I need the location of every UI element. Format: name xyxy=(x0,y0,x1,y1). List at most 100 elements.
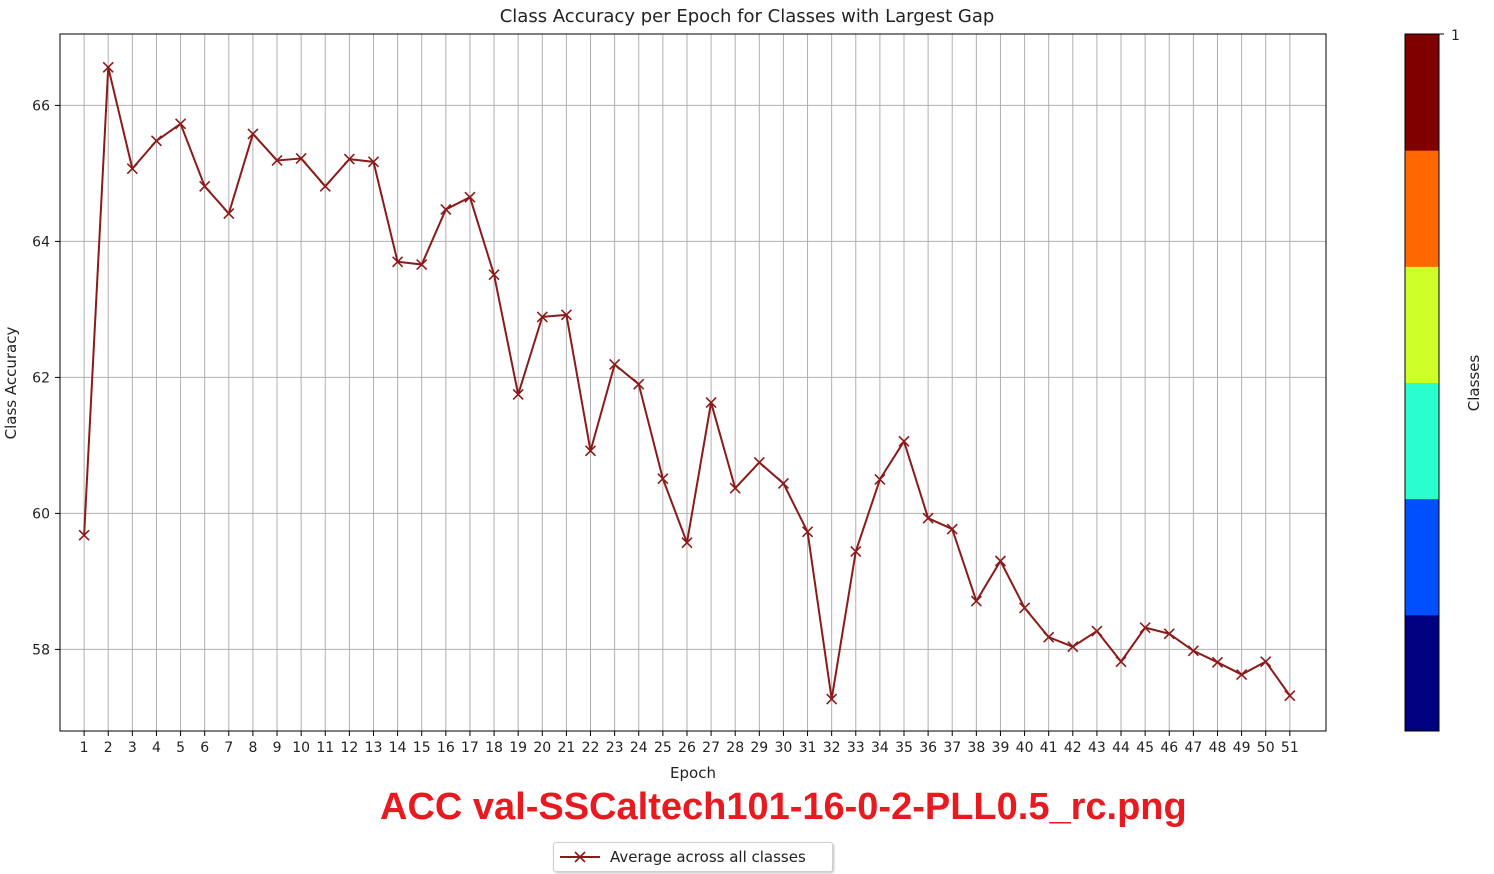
data-point xyxy=(488,269,500,281)
data-point xyxy=(343,153,355,165)
x-tick-label: 19 xyxy=(509,740,527,756)
data-point xyxy=(922,512,934,524)
data-point xyxy=(609,358,621,371)
x-tick-label: 45 xyxy=(1136,740,1154,756)
x-tick-label: 30 xyxy=(775,740,793,756)
colorbar-segment xyxy=(1405,266,1439,383)
data-point xyxy=(1260,656,1272,668)
data-point xyxy=(464,191,476,203)
x-tick-label: 29 xyxy=(750,740,768,756)
data-point xyxy=(1284,690,1296,702)
x-tick-label: 17 xyxy=(461,740,479,756)
x-tick-label: 11 xyxy=(316,740,334,756)
x-tick-label: 8 xyxy=(248,740,257,756)
data-point xyxy=(440,203,452,216)
x-tick-label: 5 xyxy=(176,740,185,756)
y-tick-label: 60 xyxy=(32,506,50,522)
x-tick-label: 44 xyxy=(1112,740,1130,756)
legend-label: Average across all classes xyxy=(610,848,806,866)
x-tick-label: 35 xyxy=(895,740,913,756)
colorbar-segment xyxy=(1405,498,1439,616)
y-tick-label: 64 xyxy=(32,234,50,250)
x-tick-label: 23 xyxy=(606,740,624,756)
x-axis-ticks: 1 2 3 4 5 6 7 8 9 10 11 12 13 14 15 16 17 18 19 20 21 22 23 24 2… xyxy=(80,731,1299,756)
plot-area-frame xyxy=(59,33,1327,732)
x-tick-label: 33 xyxy=(847,740,865,756)
grid xyxy=(60,34,1326,731)
x-tick-label: 31 xyxy=(799,740,817,756)
x-tick-label: 6 xyxy=(200,740,209,756)
x-tick-label: 36 xyxy=(919,740,937,756)
data-point xyxy=(175,118,187,130)
x-tick-label: 10 xyxy=(292,740,310,756)
data-point xyxy=(1163,628,1175,640)
data-point xyxy=(633,378,645,390)
x-tick-label: 24 xyxy=(630,740,648,756)
x-tick-label: 49 xyxy=(1233,740,1251,756)
x-tick-label: 26 xyxy=(678,740,696,756)
data-point xyxy=(271,154,283,167)
colorbar-tick-label: 1 xyxy=(1451,28,1460,44)
data-point xyxy=(970,595,982,607)
y-tick-label: 58 xyxy=(32,642,50,658)
colorbar-segment xyxy=(1405,614,1439,732)
colorbar-label: Classes xyxy=(1465,355,1483,412)
x-tick-label: 48 xyxy=(1209,740,1227,756)
colorbar-frame xyxy=(1404,33,1440,732)
data-point xyxy=(319,180,331,192)
x-tick-label: 47 xyxy=(1184,740,1202,756)
y-axis-label: Class Accuracy xyxy=(2,327,20,440)
data-point xyxy=(729,482,741,494)
legend-swatch xyxy=(560,851,600,863)
data-point xyxy=(874,473,886,485)
data-point xyxy=(1187,645,1199,657)
data-point xyxy=(994,555,1007,567)
x-tick-label: 28 xyxy=(726,740,744,756)
y-tick-label: 62 xyxy=(32,370,50,386)
x-tick-label: 41 xyxy=(1040,740,1058,756)
legend: Average across all classes xyxy=(553,842,833,872)
x-tick-label: 4 xyxy=(152,740,161,756)
data-point xyxy=(295,152,307,165)
data-point xyxy=(850,545,862,558)
x-tick-label: 39 xyxy=(992,740,1010,756)
x-tick-label: 12 xyxy=(340,740,358,756)
x-tick-label: 37 xyxy=(943,740,961,756)
data-point xyxy=(512,388,524,400)
x-tick-label: 15 xyxy=(413,740,431,756)
x-tick-label: 22 xyxy=(582,740,600,756)
data-point xyxy=(223,207,235,220)
x-axis-label: Epoch xyxy=(670,764,716,782)
x-tick-label: 34 xyxy=(871,740,889,756)
x-tick-label: 9 xyxy=(273,740,282,756)
x-tick-label: 51 xyxy=(1281,740,1299,756)
colorbar-segment xyxy=(1405,34,1439,151)
data-point xyxy=(898,435,910,447)
data-point xyxy=(392,256,404,268)
data-point xyxy=(367,156,380,168)
colorbar xyxy=(1404,33,1444,732)
y-axis-ticks: 58 60 62 64 66 xyxy=(32,98,60,658)
data-point xyxy=(560,309,572,321)
data-point xyxy=(584,445,597,457)
colorbar-segment xyxy=(1405,382,1439,500)
data-point xyxy=(150,135,163,147)
x-tick-label: 7 xyxy=(224,740,233,756)
chart-title: Class Accuracy per Epoch for Classes wit… xyxy=(499,6,995,27)
x-tick-label: 40 xyxy=(1016,740,1034,756)
data-point xyxy=(1236,668,1248,681)
x-tick-label: 42 xyxy=(1064,740,1082,756)
x-tick-label: 32 xyxy=(823,740,841,756)
data-point xyxy=(199,180,211,192)
data-point xyxy=(126,163,138,175)
x-tick-label: 46 xyxy=(1160,740,1178,756)
data-point xyxy=(1043,631,1055,643)
data-point xyxy=(705,396,717,409)
x-tick-label: 13 xyxy=(365,740,383,756)
data-point xyxy=(801,526,814,538)
y-tick-label: 66 xyxy=(32,98,50,114)
colorbar-segment xyxy=(1405,150,1439,267)
x-tick-label: 43 xyxy=(1088,740,1106,756)
data-point xyxy=(1115,656,1127,668)
x-tick-label: 38 xyxy=(967,740,985,756)
